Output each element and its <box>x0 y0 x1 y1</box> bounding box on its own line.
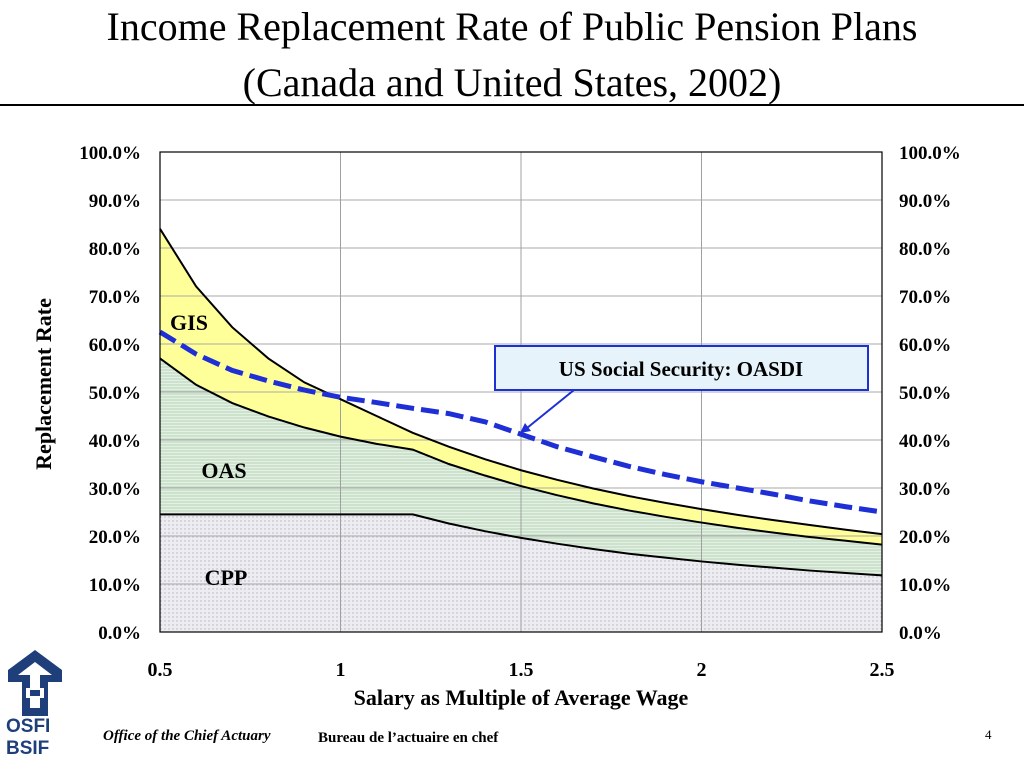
y-tick-label-right: 60.0% <box>899 335 951 356</box>
callout-layer: US Social Security: OASDI <box>494 345 869 433</box>
axes-layer: 0.0% 0.0% 10.0% 10.0% 20.0% 20.0% 30.0% 30.0% 40… <box>31 143 961 710</box>
y-tick-label-right: 70.0% <box>899 287 951 308</box>
y-tick-label-right: 90.0% <box>899 191 951 212</box>
y-tick-label-right: 0.0% <box>899 623 942 644</box>
us-callout-box <box>494 345 869 391</box>
us-oasdi-line <box>158 329 883 515</box>
title-divider <box>0 104 1024 106</box>
chart-title-line2: (Canada and United States, 2002) <box>242 60 782 105</box>
plot-border <box>159 151 883 633</box>
x-axis-title: Salary as Multiple of Average Wage <box>354 685 689 710</box>
labels-layer: CPP OAS GIS <box>170 310 247 590</box>
cpp-line <box>160 513 883 577</box>
y-tick-label-left: 10.0% <box>89 575 141 596</box>
osfi-logo-icon <box>8 650 62 716</box>
y-tick-label-right: 30.0% <box>899 479 951 500</box>
area-label-gis: GIS <box>170 310 208 335</box>
area-label-oas: OAS <box>201 458 246 483</box>
y-tick-label-right: 100.0% <box>899 143 961 164</box>
y-tick-label-right: 80.0% <box>899 239 951 260</box>
gis-line <box>159 228 883 536</box>
y-tick-label-left: 100.0% <box>79 143 141 164</box>
y-tick-label-right: 40.0% <box>899 431 951 452</box>
y-tick-label-left: 60.0% <box>89 335 141 356</box>
y-tick-label-left: 50.0% <box>89 383 141 404</box>
footer-office-fr: Bureau de l’actuaire en chef <box>318 730 499 746</box>
x-tick-label: 0.5 <box>148 659 173 681</box>
y-tick-label-left: 0.0% <box>98 623 141 644</box>
y-tick-label-right: 50.0% <box>899 383 951 404</box>
y-tick-label-left: 20.0% <box>89 527 141 548</box>
us-callout-arrowhead <box>520 423 531 433</box>
page-number: 4 <box>985 727 992 742</box>
y-tick-label-left: 70.0% <box>89 287 141 308</box>
logo-text-bsif: BSIF <box>6 738 50 759</box>
y-tick-label-right: 10.0% <box>899 575 951 596</box>
chart-title-line1: Income Replacement Rate of Public Pensio… <box>106 4 918 49</box>
x-tick-label: 2.5 <box>870 659 895 681</box>
y-tick-label-right: 20.0% <box>899 527 951 548</box>
y-tick-label-left: 90.0% <box>89 191 141 212</box>
footer-office-en: Office of the Chief Actuary <box>103 728 271 744</box>
lines-layer <box>158 228 883 577</box>
y-axis-title: Replacement Rate <box>31 298 56 470</box>
y-tick-label-left: 40.0% <box>89 431 141 452</box>
oas-line <box>159 357 883 546</box>
us-callout-pointer <box>526 389 575 429</box>
y-tick-label-left: 30.0% <box>89 479 141 500</box>
x-tick-label: 2 <box>697 659 707 681</box>
us-callout-label: US Social Security: OASDI <box>559 357 803 381</box>
x-tick-label: 1 <box>336 659 346 681</box>
area-label-cpp: CPP <box>205 565 248 590</box>
x-tick-label: 1.5 <box>509 659 534 681</box>
y-tick-label-left: 80.0% <box>89 239 141 260</box>
logo-text-osfi: OSFI <box>6 716 51 737</box>
